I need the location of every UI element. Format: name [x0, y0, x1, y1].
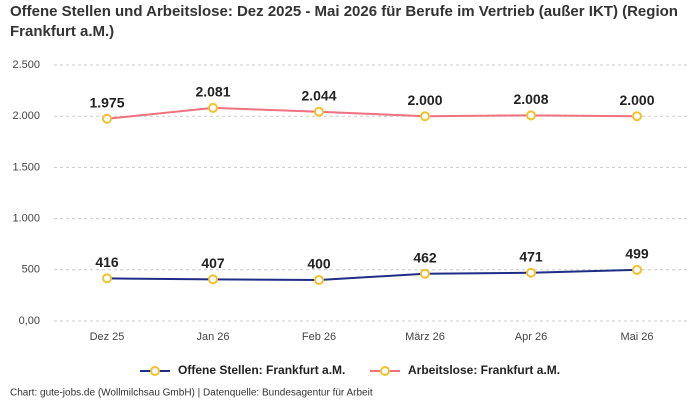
point	[314, 106, 324, 117]
series-line	[106, 268, 638, 282]
point	[102, 113, 112, 124]
x-tick-label: Mai 26	[620, 331, 653, 343]
y-tick-label: 1.500	[12, 161, 40, 173]
point	[208, 274, 218, 285]
series-line	[106, 106, 638, 120]
legend-marker	[150, 366, 160, 376]
legend-label: Arbeitslose: Frankfurt a.M.	[408, 363, 560, 377]
data-label: 400	[307, 256, 331, 272]
data-label: 2.044	[301, 87, 336, 103]
y-tick-label: 500	[22, 264, 40, 276]
data-label: 1.975	[89, 94, 124, 110]
source: Chart: gute-jobs.de (Wollmilchsau GmbH) …	[10, 388, 373, 399]
data-label: 2.008	[513, 91, 548, 107]
data-label: 2.081	[195, 84, 230, 100]
chart-title: Offene Stellen und Arbeitslose: Dez 2025…	[10, 3, 678, 40]
point	[102, 273, 112, 284]
point	[526, 110, 536, 121]
x-tick-label: Jan 26	[196, 331, 229, 343]
data-label: 407	[201, 255, 225, 271]
legend-marker	[380, 366, 390, 376]
data-label: 416	[95, 254, 119, 270]
point	[526, 267, 536, 278]
point	[420, 268, 430, 279]
data-label: 499	[625, 246, 649, 262]
y-tick-label: 0,00	[19, 315, 40, 327]
point	[314, 275, 324, 286]
y-tick-label: 2.500	[12, 59, 40, 71]
x-tick-label: Apr 26	[515, 331, 547, 343]
x-tick-label: Dez 25	[90, 331, 125, 343]
data-label: 2.000	[619, 92, 654, 108]
data-label: 2.000	[407, 92, 442, 108]
data-label: 471	[519, 248, 543, 264]
legend-label: Offene Stellen: Frankfurt a.M.	[178, 363, 345, 377]
data-label: 462	[413, 249, 437, 265]
point	[420, 111, 430, 122]
point	[632, 111, 642, 122]
point	[632, 264, 642, 275]
point	[208, 102, 218, 113]
x-tick-label: Feb 26	[302, 331, 336, 343]
y-tick-label: 2.000	[12, 110, 40, 122]
y-tick-label: 1.000	[12, 213, 40, 225]
x-tick-label: März 26	[405, 331, 445, 343]
